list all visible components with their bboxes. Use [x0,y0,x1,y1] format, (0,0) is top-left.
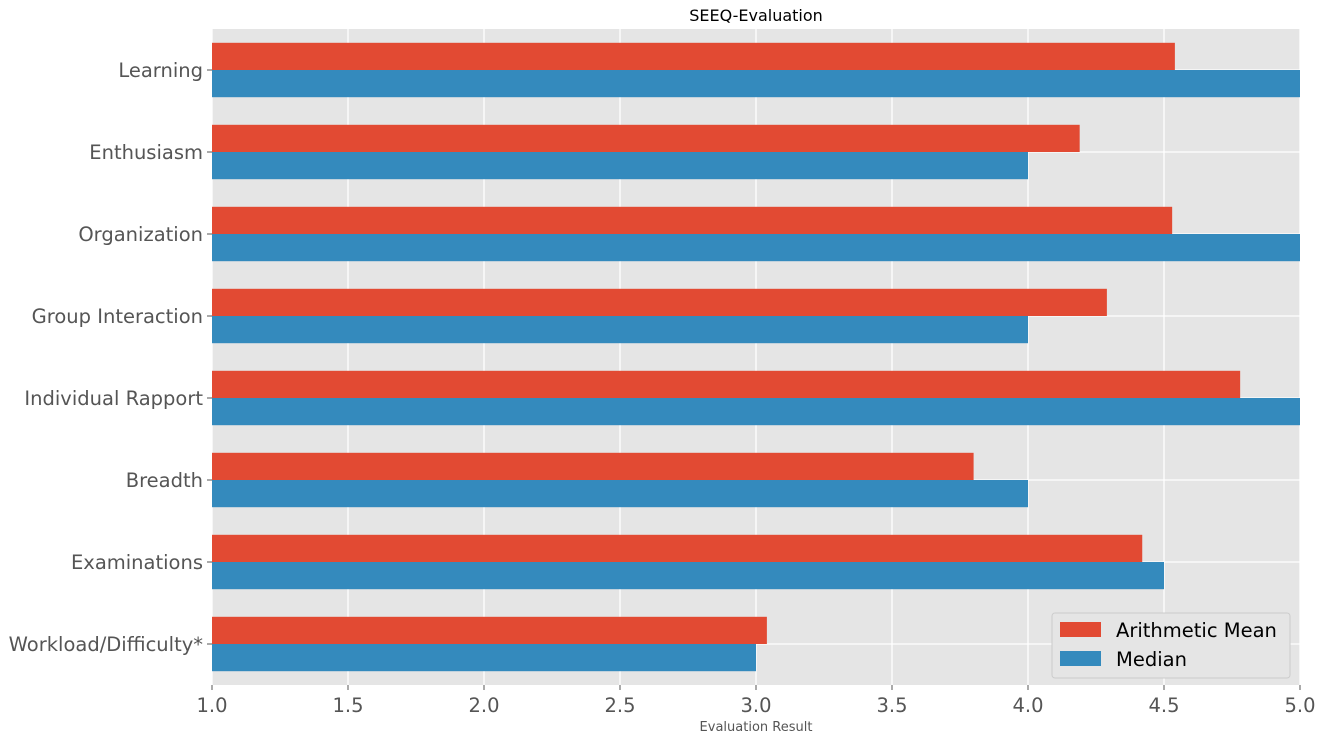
x-tick-label: 2.5 [604,694,635,717]
bar-median [212,234,1300,262]
y-tick-label: Enthusiasm [89,141,203,164]
x-tick-labels: 1.0 1.5 2.0 2.5 3.0 3.5 4.0 4.5 5.0 [196,685,1316,717]
y-tick-labels: Learning Enthusiasm Organization Group Inte… [9,59,212,656]
x-tick-label: 5.0 [1284,694,1315,717]
chart-title: SEEQ-Evaluation [689,6,823,25]
legend-swatch-median [1060,651,1101,666]
y-tick-label: Breadth [126,469,203,492]
bar-arithmetic-mean [212,370,1241,398]
legend-box [1051,612,1291,679]
legend-label-median: Median [1116,648,1187,671]
bars-group [212,42,1300,672]
x-tick-label: 2.0 [468,694,499,717]
y-tick-label: Individual Rapport [24,387,203,410]
y-tick-label: Group Interaction [32,305,203,328]
x-tick-label: 4.0 [1012,694,1043,717]
bar-arithmetic-mean [212,616,767,644]
x-tick-label: 4.5 [1148,694,1179,717]
bar-median [212,644,756,672]
x-axis-label: Evaluation Result [700,720,813,735]
legend: Arithmetic Mean Median [1051,612,1291,679]
x-tick-label: 1.5 [332,694,363,717]
bar-arithmetic-mean [212,534,1143,562]
y-tick-label: Organization [78,223,203,246]
y-tick-label: Examinations [71,551,203,574]
bar-median [212,152,1028,180]
bar-arithmetic-mean [212,42,1175,70]
legend-label-mean: Arithmetic Mean [1116,619,1277,642]
bar-median [212,562,1164,590]
bar-median [212,316,1028,344]
bar-arithmetic-mean [212,288,1107,316]
bar-median [212,70,1300,98]
x-tick-label: 3.5 [876,694,907,717]
bar-arithmetic-mean [212,124,1080,152]
y-tick-label: Workload/Difficulty* [9,633,204,656]
bar-arithmetic-mean [212,452,974,480]
y-tick-label: Learning [118,59,203,82]
x-tick-label: 1.0 [196,694,227,717]
bar-median [212,398,1300,426]
bar-median [212,480,1028,508]
x-tick-label: 3.0 [740,694,771,717]
legend-swatch-mean [1060,622,1101,637]
bar-arithmetic-mean [212,206,1173,234]
